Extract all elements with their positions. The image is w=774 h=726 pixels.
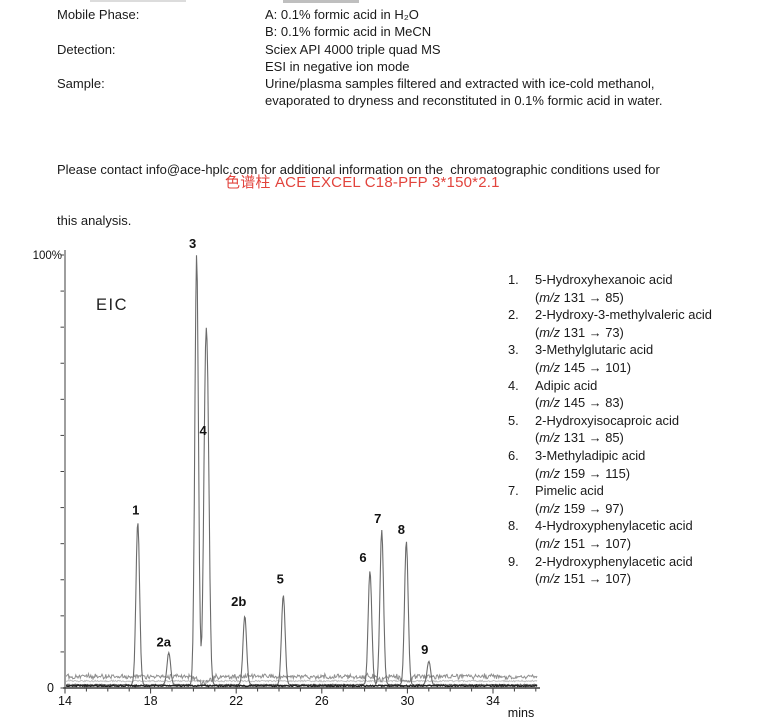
mz-transition: (m/z 145 → 83) (535, 395, 624, 411)
spec-row-2: Detection: Sciex API 4000 triple quad MS E… (57, 41, 662, 76)
legend-number: 1. (508, 272, 519, 287)
x-axis-units-label: mins (508, 706, 534, 720)
x-tick-label: 18 (144, 694, 158, 708)
legend-number: 5. (508, 412, 519, 428)
spec-row-1: Mobile Phase: A: 0.1% formic acid in H₂O B… (57, 6, 662, 41)
spec-value: Urine/plasma samples filtered and extrac… (265, 75, 662, 110)
mz-transition: (m/z 159 → 97) (535, 500, 624, 516)
trace-flat-light (65, 679, 538, 683)
conditions-table: Mobile Phase: A: 0.1% formic acid in H₂O B… (57, 6, 662, 110)
spec-value: Sciex API 4000 triple quad MS ESI in nega… (265, 41, 662, 76)
legend-body: 5-Hydroxyhexanoic acid (m/z 131 → 85) (535, 271, 774, 306)
cropped-text-remnant (90, 0, 186, 2)
legend-item-3: 3. 3-Methylglutaric acid (m/z 145 → 101) (508, 341, 774, 376)
spec-row-3: Sample: Urine/plasma samples filtered and… (57, 75, 662, 110)
trace-flat-dark (65, 683, 538, 688)
legend-item-6: 6. 3-Methyladipic acid (m/z 159 → 115) (508, 447, 774, 482)
legend-body: 2-Hydroxyphenylacetic acid (m/z 151 → 107… (535, 553, 774, 588)
mz-transition: (m/z 151 → 107) (535, 535, 632, 551)
spec-value-line: evaporated to dryness and reconstituted … (265, 93, 663, 109)
legend-body: 4-Hydroxyphenylacetic acid (m/z 151 → 107… (535, 517, 774, 552)
x-tick-label: 14 (58, 694, 72, 708)
legend-body: Pimelic acid (m/z 159 → 97) (535, 482, 774, 517)
compound-name: 4-Hydroxyphenylacetic acid (535, 518, 693, 534)
x-tick-label: 26 (315, 694, 329, 708)
mz-transition: (m/z 145 → 101) (535, 359, 632, 375)
mz-transition: (m/z 131 → 85) (535, 430, 624, 446)
spec-value-line: ESI in negative ion mode (265, 58, 410, 74)
compound-name: Pimelic acid (535, 483, 604, 499)
mz-transition: (m/z 159 → 115) (535, 465, 631, 481)
legend-item-1: 1. 5-Hydroxyhexanoic acid (m/z 131 → 85) (508, 271, 774, 306)
column-title: 色谱柱 ACE EXCEL C18-PFP 3*150*2.1 (225, 174, 500, 191)
y-axis-zero-label: 0 (47, 681, 54, 695)
peak-label-1: 1 (132, 502, 139, 517)
compound-name: 3-Methylglutaric acid (535, 342, 654, 358)
legend-body: 2-Hydroxyisocaproic acid (m/z 131 → 85) (535, 412, 774, 447)
spec-value: A: 0.1% formic acid in H₂O B: 0.1% formic… (265, 6, 662, 41)
spec-value-line: Urine/plasma samples filtered and extrac… (265, 76, 655, 92)
contact-line-2: this analysis. (57, 213, 132, 229)
peak-label-9: 9 (421, 642, 428, 657)
compound-name: Adipic acid (535, 377, 598, 393)
peak-label-8: 8 (398, 522, 405, 537)
spec-value-line: B: 0.1% formic acid in MeCN (265, 24, 432, 40)
legend-number: 3. (508, 342, 519, 358)
spec-label: Sample: (57, 76, 105, 92)
spec-value-line: A: 0.1% formic acid in H₂O (265, 7, 419, 22)
compound-name: 2-Hydroxyisocaproic acid (535, 412, 679, 428)
trace-peaks (65, 255, 538, 687)
contact-note: Please contact info@ace-hplc.com for add… (57, 126, 660, 264)
peak-label-2b: 2b (231, 594, 246, 609)
x-tick-label: 34 (486, 694, 500, 708)
mz-transition: (m/z 131 → 73) (535, 324, 624, 340)
compound-name: 2-Hydroxy-3-methylvaleric acid (535, 307, 712, 323)
y-axis-top-label: 100% (33, 250, 62, 262)
peak-label-3: 3 (189, 236, 196, 251)
cropped-text-remnant (283, 0, 359, 3)
x-tick-label: 30 (400, 694, 414, 708)
legend-body: Adipic acid (m/z 145 → 83) (535, 377, 774, 412)
peak-label-6: 6 (359, 550, 366, 565)
legend-item-7: 7. Pimelic acid (m/z 159 → 97) (508, 482, 774, 517)
peak-label-7: 7 (374, 511, 381, 526)
legend-body: 3-Methyladipic acid (m/z 159 → 115) (535, 447, 774, 482)
compound-name: 3-Methyladipic acid (535, 447, 646, 463)
peak-label-4: 4 (200, 423, 208, 438)
chart-title: EIC (96, 296, 128, 314)
peak-legend: 1. 5-Hydroxyhexanoic acid (m/z 131 → 85) 2.… (508, 271, 774, 588)
trace-noise (65, 671, 538, 688)
peak-label-5: 5 (277, 572, 284, 587)
legend-item-5: 5. 2-Hydroxyisocaproic acid (m/z 131 → 85) (508, 412, 774, 447)
x-tick-label: 22 (229, 694, 243, 708)
legend-item-9: 9. 2-Hydroxyphenylacetic acid (m/z 151 → 1… (508, 553, 774, 588)
legend-number: 4. (508, 377, 519, 393)
legend-number: 6. (508, 447, 519, 463)
legend-number: 7. (508, 483, 519, 499)
legend-number: 9. (508, 553, 519, 569)
legend-item-4: 4. Adipic acid (m/z 145 → 83) (508, 377, 774, 412)
compound-name: 2-Hydroxyphenylacetic acid (535, 553, 693, 569)
peak-label-2a: 2a (157, 635, 172, 650)
spec-value-line: Sciex API 4000 triple quad MS (265, 41, 441, 57)
spec-label: Mobile Phase: (57, 7, 140, 22)
mz-transition: (m/z 131 → 85) (535, 289, 624, 305)
legend-item-2: 2. 2-Hydroxy-3-methylvaleric acid (m/z 131… (508, 306, 774, 341)
legend-body: 3-Methylglutaric acid (m/z 145 → 101) (535, 341, 774, 376)
legend-number: 8. (508, 518, 519, 534)
legend-number: 2. (508, 307, 519, 323)
mz-transition: (m/z 151 → 107) (535, 571, 632, 587)
compound-name: 5-Hydroxyhexanoic acid (535, 272, 673, 287)
legend-body: 2-Hydroxy-3-methylvaleric acid (m/z 131 →… (535, 306, 774, 341)
spec-label: Detection: (57, 41, 116, 57)
legend-item-8: 8. 4-Hydroxyphenylacetic acid (m/z 151 → 1… (508, 517, 774, 552)
contact-line-1: Please contact info@ace-hplc.com for add… (57, 161, 660, 177)
